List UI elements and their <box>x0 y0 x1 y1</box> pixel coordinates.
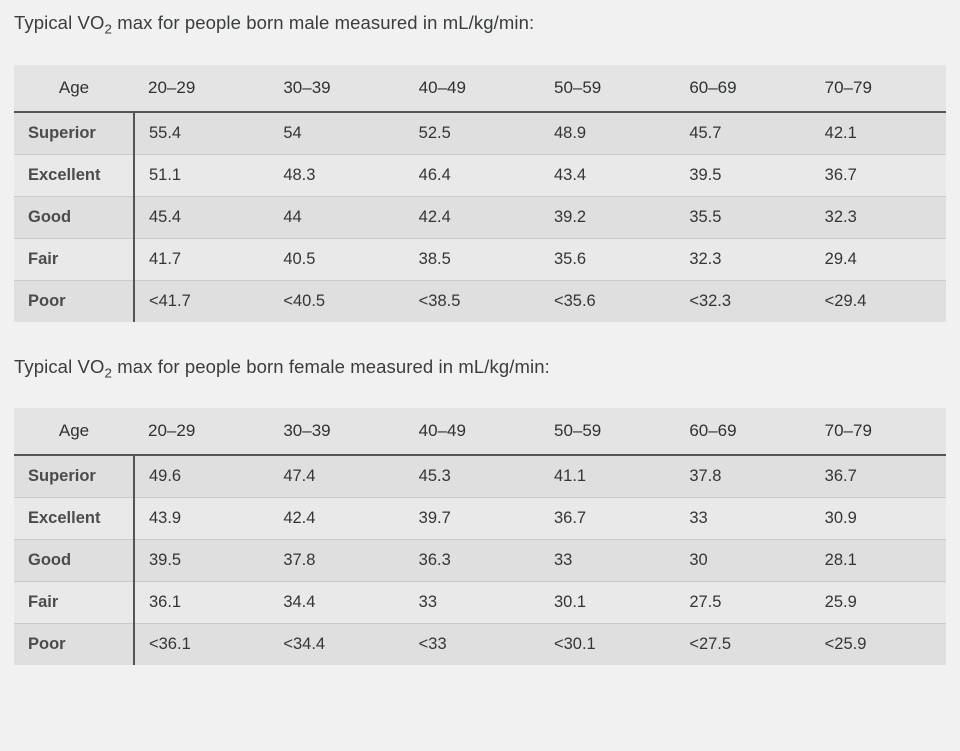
table-row: Good45.44442.439.235.532.3 <box>14 196 946 238</box>
table-row: Excellent51.148.346.443.439.536.7 <box>14 154 946 196</box>
row-label: Superior <box>14 112 134 155</box>
table-row: Poor<36.1<34.4<33<30.1<27.5<25.9 <box>14 624 946 666</box>
cell-value: 42.4 <box>405 196 540 238</box>
cell-value: 34.4 <box>269 582 404 624</box>
col-header-range: 60–69 <box>675 65 810 112</box>
col-header-range: 40–49 <box>405 408 540 455</box>
table-caption: Typical VO2 max for people born female m… <box>14 356 946 381</box>
cell-value: 41.7 <box>134 238 269 280</box>
cell-value: 32.3 <box>811 196 946 238</box>
cell-value: 49.6 <box>134 455 269 498</box>
row-label: Good <box>14 196 134 238</box>
cell-value: <35.6 <box>540 280 675 322</box>
row-label: Poor <box>14 624 134 666</box>
table-row: Excellent43.942.439.736.73330.9 <box>14 498 946 540</box>
cell-value: 40.5 <box>269 238 404 280</box>
table-row: Good39.537.836.3333028.1 <box>14 540 946 582</box>
cell-value: 36.7 <box>811 154 946 196</box>
cell-value: 51.1 <box>134 154 269 196</box>
cell-value: 29.4 <box>811 238 946 280</box>
cell-value: 43.9 <box>134 498 269 540</box>
cell-value: <27.5 <box>675 624 810 666</box>
vo2-table-male: Age20–2930–3940–4950–5960–6970–79Superio… <box>14 65 946 322</box>
cell-value: <30.1 <box>540 624 675 666</box>
cell-value: 30.9 <box>811 498 946 540</box>
row-label: Superior <box>14 455 134 498</box>
col-header-range: 70–79 <box>811 65 946 112</box>
cell-value: 30 <box>675 540 810 582</box>
cell-value: 48.9 <box>540 112 675 155</box>
cell-value: 47.4 <box>269 455 404 498</box>
cell-value: 25.9 <box>811 582 946 624</box>
cell-value: 37.8 <box>269 540 404 582</box>
row-label: Good <box>14 540 134 582</box>
cell-value: 27.5 <box>675 582 810 624</box>
cell-value: 37.8 <box>675 455 810 498</box>
table-row: Poor<41.7<40.5<38.5<35.6<32.3<29.4 <box>14 280 946 322</box>
cell-value: <38.5 <box>405 280 540 322</box>
cell-value: 36.7 <box>811 455 946 498</box>
row-label: Fair <box>14 238 134 280</box>
cell-value: <40.5 <box>269 280 404 322</box>
col-header-range: 30–39 <box>269 408 404 455</box>
cell-value: <41.7 <box>134 280 269 322</box>
col-header-range: 50–59 <box>540 65 675 112</box>
cell-value: 30.1 <box>540 582 675 624</box>
row-label: Excellent <box>14 154 134 196</box>
col-header-range: 70–79 <box>811 408 946 455</box>
col-header-range: 30–39 <box>269 65 404 112</box>
cell-value: <34.4 <box>269 624 404 666</box>
cell-value: 55.4 <box>134 112 269 155</box>
cell-value: 38.5 <box>405 238 540 280</box>
cell-value: 45.3 <box>405 455 540 498</box>
cell-value: <29.4 <box>811 280 946 322</box>
row-label: Fair <box>14 582 134 624</box>
cell-value: 52.5 <box>405 112 540 155</box>
cell-value: 42.1 <box>811 112 946 155</box>
cell-value: 43.4 <box>540 154 675 196</box>
cell-value: 33 <box>540 540 675 582</box>
col-header-range: 60–69 <box>675 408 810 455</box>
table-row: Superior49.647.445.341.137.836.7 <box>14 455 946 498</box>
cell-value: 35.5 <box>675 196 810 238</box>
cell-value: 39.5 <box>134 540 269 582</box>
col-header-range: 40–49 <box>405 65 540 112</box>
cell-value: 42.4 <box>269 498 404 540</box>
row-label: Poor <box>14 280 134 322</box>
cell-value: 44 <box>269 196 404 238</box>
table-row: Fair36.134.43330.127.525.9 <box>14 582 946 624</box>
table-row: Fair41.740.538.535.632.329.4 <box>14 238 946 280</box>
cell-value: 36.1 <box>134 582 269 624</box>
col-header-range: 20–29 <box>134 65 269 112</box>
cell-value: <32.3 <box>675 280 810 322</box>
cell-value: 45.4 <box>134 196 269 238</box>
cell-value: <36.1 <box>134 624 269 666</box>
row-label: Excellent <box>14 498 134 540</box>
col-header-age: Age <box>14 65 134 112</box>
cell-value: 46.4 <box>405 154 540 196</box>
cell-value: 28.1 <box>811 540 946 582</box>
col-header-age: Age <box>14 408 134 455</box>
cell-value: <25.9 <box>811 624 946 666</box>
cell-value: 33 <box>675 498 810 540</box>
table-row: Superior55.45452.548.945.742.1 <box>14 112 946 155</box>
cell-value: 35.6 <box>540 238 675 280</box>
cell-value: 39.2 <box>540 196 675 238</box>
cell-value: 39.7 <box>405 498 540 540</box>
cell-value: <33 <box>405 624 540 666</box>
cell-value: 33 <box>405 582 540 624</box>
cell-value: 32.3 <box>675 238 810 280</box>
table-caption: Typical VO2 max for people born male mea… <box>14 12 946 37</box>
vo2-table-female: Age20–2930–3940–4950–5960–6970–79Superio… <box>14 408 946 665</box>
cell-value: 41.1 <box>540 455 675 498</box>
cell-value: 39.5 <box>675 154 810 196</box>
cell-value: 36.7 <box>540 498 675 540</box>
cell-value: 54 <box>269 112 404 155</box>
cell-value: 45.7 <box>675 112 810 155</box>
cell-value: 36.3 <box>405 540 540 582</box>
cell-value: 48.3 <box>269 154 404 196</box>
col-header-range: 50–59 <box>540 408 675 455</box>
col-header-range: 20–29 <box>134 408 269 455</box>
